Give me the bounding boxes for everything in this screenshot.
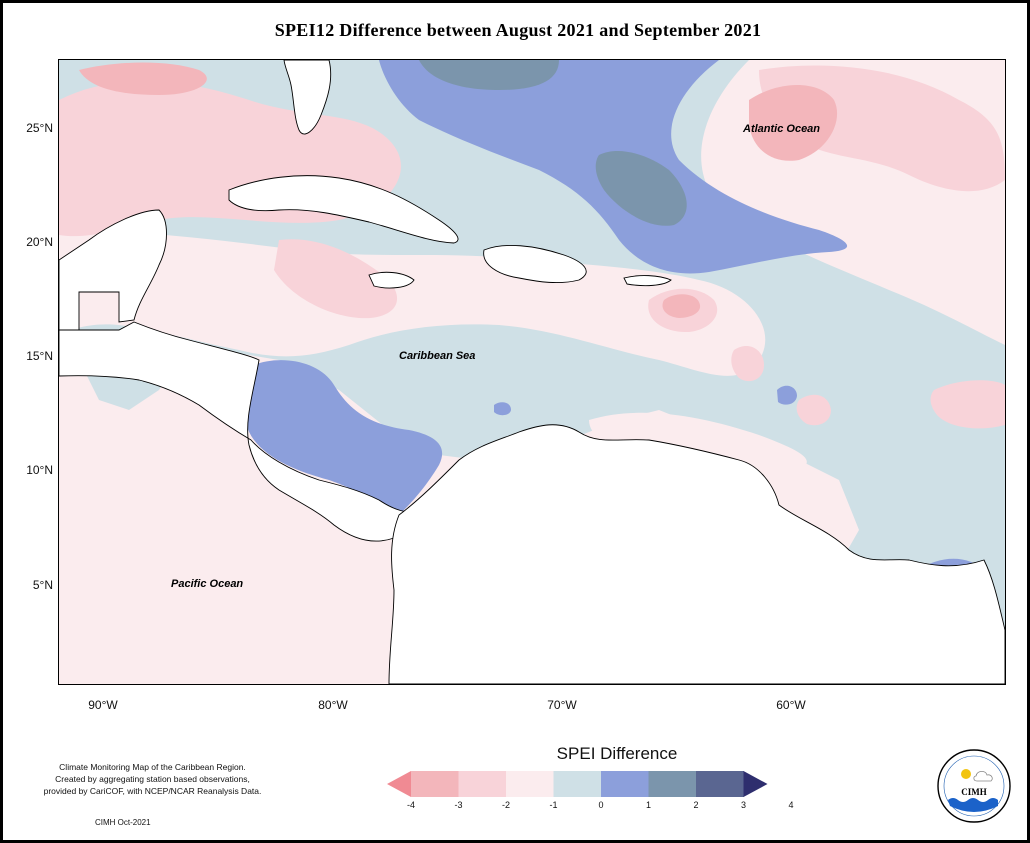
- label-pacific-ocean: Pacific Ocean: [171, 578, 244, 590]
- legend-label: 1: [645, 800, 651, 810]
- contour-light-pink-caribbean: [59, 230, 766, 376]
- legend-swatch: [411, 771, 459, 797]
- legend-arrow-left: [387, 771, 411, 797]
- credits-line-1: Climate Monitoring Map of the Caribbean …: [59, 762, 246, 772]
- land-mexico: [59, 209, 167, 331]
- land-cuba: [228, 175, 459, 244]
- legend-arrow-right: [743, 771, 768, 797]
- contour-slate-atlantic-1: [419, 60, 559, 90]
- cloud-icon: [973, 770, 993, 782]
- contour-pink-antilles-core: [662, 294, 701, 318]
- legend-colorbar: [387, 771, 768, 797]
- contour-slate-atlantic-2: [595, 150, 687, 226]
- contour-blue-small: [494, 402, 511, 416]
- legend-swatch: [458, 771, 507, 797]
- credits-date: CIMH Oct-2021: [95, 818, 151, 827]
- label-caribbean-sea: Caribbean Sea: [399, 350, 476, 362]
- credits-line-3: provided by CariCOF, with NCEP/NCAR Rean…: [43, 786, 262, 796]
- lon-tick-80w: 80°W: [318, 698, 348, 712]
- contour-pink-cuba-south: [274, 239, 398, 319]
- contour-blue-west: [242, 360, 443, 515]
- credits-block: Climate Monitoring Map of the Caribbean …: [25, 761, 280, 797]
- legend-label: 2: [693, 800, 699, 810]
- contour-pink-topleft: [79, 62, 207, 95]
- logo-text: CIMH: [961, 787, 987, 797]
- contour-pink-east-1: [930, 380, 1005, 429]
- legend-label: -2: [501, 800, 510, 810]
- contour-pink-east-3: [731, 345, 764, 382]
- legend-label: -3: [454, 800, 463, 810]
- land-jamaica: [368, 271, 415, 289]
- legend-swatch: [648, 771, 697, 797]
- cimh-logo: CIMH: [937, 749, 1011, 823]
- label-atlantic-ocean: Atlantic Ocean: [743, 123, 821, 135]
- lat-tick-5: 5°N: [32, 578, 53, 592]
- lon-tick-60w: 60°W: [776, 698, 806, 712]
- map-panel: [58, 59, 1006, 685]
- legend-label: -4: [406, 800, 415, 810]
- waves-icon: [948, 798, 998, 812]
- lat-tick-15: 15°N: [26, 349, 53, 363]
- contour-pink-atlantic-core: [749, 85, 838, 161]
- legend-swatch: [696, 771, 744, 797]
- lat-tick-25: 25°N: [26, 121, 53, 135]
- lon-tick-90w: 90°W: [88, 698, 118, 712]
- legend-swatch: [506, 771, 554, 797]
- lat-tick-10: 10°N: [26, 463, 53, 477]
- map-title: SPEI12 Difference between August 2021 an…: [274, 20, 762, 40]
- land-south-america: [388, 424, 1005, 684]
- contour-pink-east-2: [796, 394, 831, 426]
- contour-pink-south: [589, 412, 807, 475]
- legend-swatch: [601, 771, 649, 797]
- credits-line-2: Created by aggregating station based obs…: [55, 774, 250, 784]
- legend-label: 4: [788, 800, 794, 810]
- lat-tick-20: 20°N: [26, 235, 53, 249]
- spei-map: [59, 60, 1005, 684]
- legend-label: 3: [740, 800, 746, 810]
- legend-label: -1: [549, 800, 558, 810]
- lon-tick-70w: 70°W: [547, 698, 577, 712]
- legend-title: SPEI Difference: [556, 744, 678, 763]
- land-hispaniola: [483, 244, 587, 284]
- landmasses: [59, 60, 1005, 684]
- sun-icon: [961, 769, 971, 779]
- legend-label: 0: [598, 800, 604, 810]
- land-florida: [283, 60, 332, 135]
- contour-blue-antilles: [777, 385, 797, 405]
- legend-swatch: [553, 771, 602, 797]
- land-puerto-rico: [623, 275, 672, 287]
